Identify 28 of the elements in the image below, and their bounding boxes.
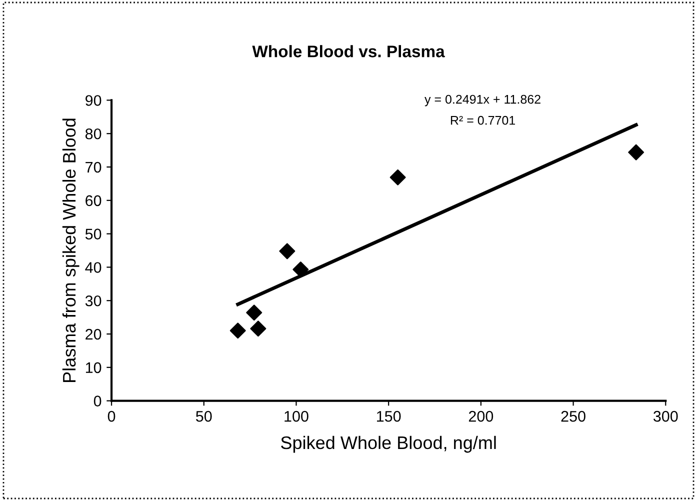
point [279, 243, 296, 260]
annotation: R² = 0.7701 [450, 116, 516, 125]
y-tick-label: 70 [86, 162, 102, 173]
y-tick-label: 50 [85, 228, 102, 240]
y-tick-label: 30 [85, 295, 102, 306]
y-tick-label: 0 [94, 396, 102, 406]
y-axis-title: Plasma from spiked Whole Blood [62, 118, 80, 382]
y-tick-label: 40 [85, 262, 102, 273]
point [390, 169, 406, 186]
y-tick-label: 80 [85, 128, 102, 140]
point [628, 144, 644, 160]
x-axis-title: Spiked Whole Blood, ng/ml [281, 436, 496, 453]
x-tick-label: 200 [468, 410, 494, 422]
point [246, 304, 262, 321]
point [230, 322, 246, 339]
x-tick-label: 50 [196, 410, 212, 422]
x-tick-label: 150 [377, 410, 401, 422]
y-tick-label: 10 [86, 362, 102, 374]
annotation: y = 0.2491x + 11.862 [424, 94, 540, 106]
y-tick-label: 20 [86, 328, 102, 340]
x-tick-label: 100 [284, 410, 308, 422]
chart-title: Whole Blood vs. Plasma [252, 45, 445, 58]
x-tick-label: 250 [561, 410, 586, 422]
y-tick-label: 60 [86, 195, 102, 206]
x-tick-label: 300 [653, 410, 678, 422]
point [250, 320, 266, 337]
y-tick-label: 90 [86, 95, 102, 106]
x-tick-label: 0 [108, 410, 116, 422]
